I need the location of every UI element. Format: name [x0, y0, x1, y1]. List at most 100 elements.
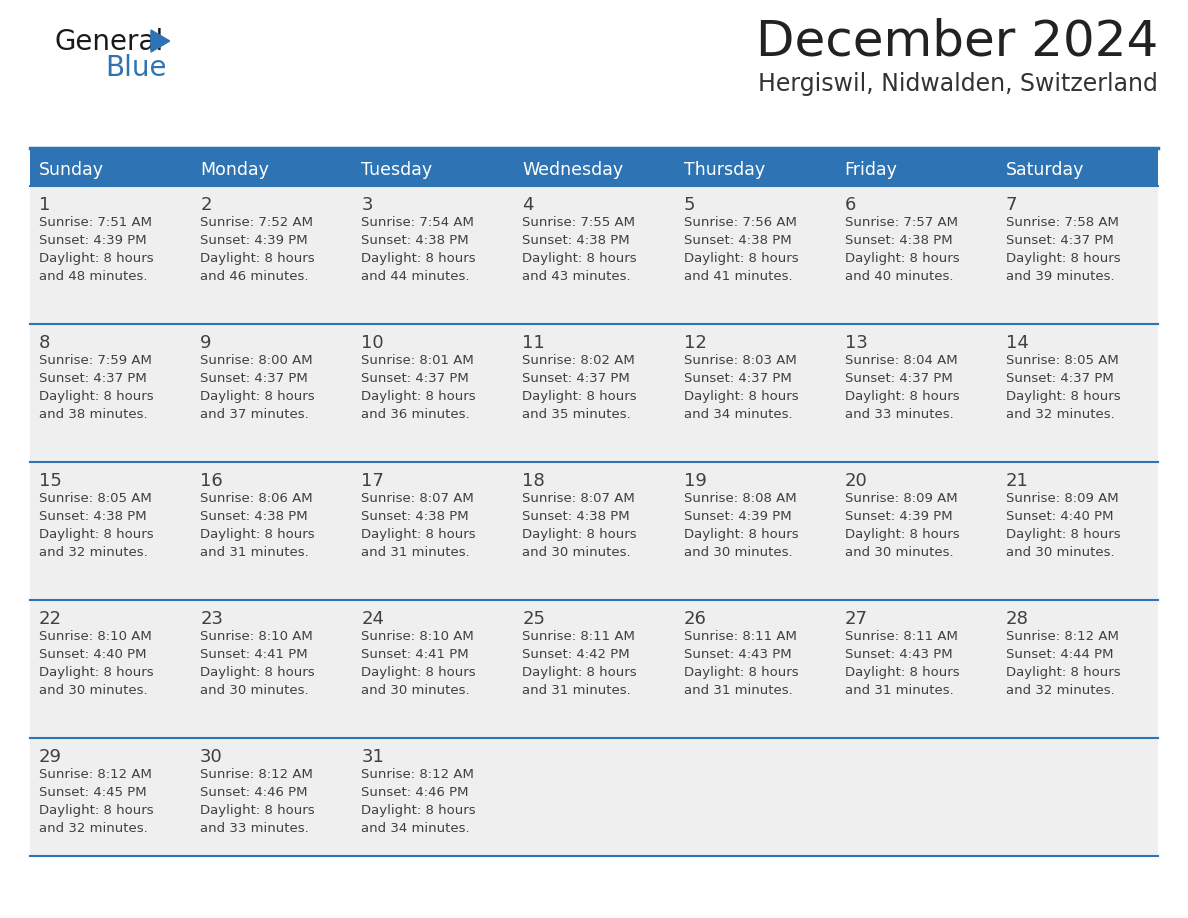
Text: and 46 minutes.: and 46 minutes.: [200, 270, 309, 283]
Text: Sunrise: 8:12 AM: Sunrise: 8:12 AM: [1006, 630, 1119, 643]
Text: Daylight: 8 hours: Daylight: 8 hours: [845, 252, 960, 265]
Text: and 31 minutes.: and 31 minutes.: [845, 684, 954, 697]
Text: Daylight: 8 hours: Daylight: 8 hours: [200, 528, 315, 541]
Text: 20: 20: [845, 472, 867, 490]
Text: Sunrise: 7:52 AM: Sunrise: 7:52 AM: [200, 216, 314, 229]
Text: Sunrise: 8:01 AM: Sunrise: 8:01 AM: [361, 354, 474, 367]
Text: Daylight: 8 hours: Daylight: 8 hours: [845, 390, 960, 403]
Text: 5: 5: [683, 196, 695, 214]
Text: 8: 8: [39, 334, 50, 352]
Text: Sunset: 4:41 PM: Sunset: 4:41 PM: [200, 648, 308, 661]
Text: and 41 minutes.: and 41 minutes.: [683, 270, 792, 283]
Text: Daylight: 8 hours: Daylight: 8 hours: [39, 252, 153, 265]
Text: Sunset: 4:37 PM: Sunset: 4:37 PM: [523, 372, 630, 385]
Text: Sunset: 4:37 PM: Sunset: 4:37 PM: [361, 372, 469, 385]
Text: Sunset: 4:37 PM: Sunset: 4:37 PM: [683, 372, 791, 385]
Text: and 40 minutes.: and 40 minutes.: [845, 270, 953, 283]
Text: Sunrise: 8:12 AM: Sunrise: 8:12 AM: [200, 768, 312, 781]
Text: Sunrise: 8:04 AM: Sunrise: 8:04 AM: [845, 354, 958, 367]
Text: Sunset: 4:37 PM: Sunset: 4:37 PM: [200, 372, 308, 385]
Text: Daylight: 8 hours: Daylight: 8 hours: [39, 666, 153, 679]
Text: Sunset: 4:38 PM: Sunset: 4:38 PM: [523, 234, 630, 247]
Text: Sunset: 4:40 PM: Sunset: 4:40 PM: [1006, 510, 1113, 523]
Text: Sunrise: 8:07 AM: Sunrise: 8:07 AM: [523, 492, 636, 505]
Text: and 32 minutes.: and 32 minutes.: [39, 822, 147, 835]
Text: Sunrise: 7:59 AM: Sunrise: 7:59 AM: [39, 354, 152, 367]
Text: Sunset: 4:39 PM: Sunset: 4:39 PM: [683, 510, 791, 523]
Text: and 32 minutes.: and 32 minutes.: [1006, 408, 1114, 421]
Text: Daylight: 8 hours: Daylight: 8 hours: [1006, 666, 1120, 679]
Text: 6: 6: [845, 196, 857, 214]
Text: Monday: Monday: [200, 161, 268, 179]
Text: and 32 minutes.: and 32 minutes.: [1006, 684, 1114, 697]
Text: and 36 minutes.: and 36 minutes.: [361, 408, 470, 421]
Text: 26: 26: [683, 610, 707, 628]
Text: Daylight: 8 hours: Daylight: 8 hours: [361, 390, 476, 403]
Text: and 30 minutes.: and 30 minutes.: [361, 684, 470, 697]
Text: Daylight: 8 hours: Daylight: 8 hours: [683, 390, 798, 403]
Text: and 30 minutes.: and 30 minutes.: [200, 684, 309, 697]
Text: Sunrise: 8:10 AM: Sunrise: 8:10 AM: [361, 630, 474, 643]
Text: and 37 minutes.: and 37 minutes.: [200, 408, 309, 421]
Text: Daylight: 8 hours: Daylight: 8 hours: [200, 252, 315, 265]
Text: Sunrise: 8:10 AM: Sunrise: 8:10 AM: [200, 630, 312, 643]
Text: Sunset: 4:46 PM: Sunset: 4:46 PM: [200, 786, 308, 799]
Text: Sunset: 4:43 PM: Sunset: 4:43 PM: [845, 648, 953, 661]
Text: Hergiswil, Nidwalden, Switzerland: Hergiswil, Nidwalden, Switzerland: [758, 72, 1158, 96]
Text: 9: 9: [200, 334, 211, 352]
Text: 19: 19: [683, 472, 707, 490]
Bar: [30, 186, 1158, 324]
Text: Sunrise: 8:11 AM: Sunrise: 8:11 AM: [523, 630, 636, 643]
Text: Daylight: 8 hours: Daylight: 8 hours: [200, 390, 315, 403]
Text: Sunrise: 8:09 AM: Sunrise: 8:09 AM: [845, 492, 958, 505]
Text: Sunset: 4:37 PM: Sunset: 4:37 PM: [845, 372, 953, 385]
Bar: [30, 462, 1158, 600]
Text: Sunrise: 8:00 AM: Sunrise: 8:00 AM: [200, 354, 312, 367]
Text: 16: 16: [200, 472, 223, 490]
Text: Sunset: 4:37 PM: Sunset: 4:37 PM: [1006, 372, 1113, 385]
Bar: [30, 148, 1158, 186]
Text: Daylight: 8 hours: Daylight: 8 hours: [1006, 252, 1120, 265]
Text: Sunset: 4:39 PM: Sunset: 4:39 PM: [39, 234, 146, 247]
Text: and 48 minutes.: and 48 minutes.: [39, 270, 147, 283]
Text: Sunrise: 8:03 AM: Sunrise: 8:03 AM: [683, 354, 796, 367]
Text: Daylight: 8 hours: Daylight: 8 hours: [361, 252, 476, 265]
Text: 13: 13: [845, 334, 867, 352]
Text: Sunrise: 7:57 AM: Sunrise: 7:57 AM: [845, 216, 958, 229]
Text: 24: 24: [361, 610, 384, 628]
Text: Sunset: 4:39 PM: Sunset: 4:39 PM: [200, 234, 308, 247]
Text: Sunday: Sunday: [39, 161, 105, 179]
Text: 10: 10: [361, 334, 384, 352]
Text: Sunrise: 8:10 AM: Sunrise: 8:10 AM: [39, 630, 152, 643]
Text: Saturday: Saturday: [1006, 161, 1085, 179]
Text: and 30 minutes.: and 30 minutes.: [523, 546, 631, 559]
Text: Daylight: 8 hours: Daylight: 8 hours: [361, 804, 476, 817]
Text: and 30 minutes.: and 30 minutes.: [683, 546, 792, 559]
Text: Sunset: 4:38 PM: Sunset: 4:38 PM: [361, 234, 469, 247]
Bar: [30, 600, 1158, 738]
Text: Daylight: 8 hours: Daylight: 8 hours: [39, 390, 153, 403]
Text: Sunrise: 8:11 AM: Sunrise: 8:11 AM: [683, 630, 796, 643]
Text: 21: 21: [1006, 472, 1029, 490]
Text: 27: 27: [845, 610, 867, 628]
Text: and 30 minutes.: and 30 minutes.: [1006, 546, 1114, 559]
Text: 18: 18: [523, 472, 545, 490]
Text: Sunset: 4:42 PM: Sunset: 4:42 PM: [523, 648, 630, 661]
Text: Daylight: 8 hours: Daylight: 8 hours: [523, 252, 637, 265]
Text: Sunrise: 8:05 AM: Sunrise: 8:05 AM: [39, 492, 152, 505]
Text: Sunrise: 7:55 AM: Sunrise: 7:55 AM: [523, 216, 636, 229]
Text: Sunrise: 7:56 AM: Sunrise: 7:56 AM: [683, 216, 796, 229]
Text: Sunset: 4:38 PM: Sunset: 4:38 PM: [39, 510, 146, 523]
Text: Sunrise: 8:11 AM: Sunrise: 8:11 AM: [845, 630, 958, 643]
Bar: [30, 324, 1158, 462]
Text: Sunset: 4:43 PM: Sunset: 4:43 PM: [683, 648, 791, 661]
Text: Sunset: 4:44 PM: Sunset: 4:44 PM: [1006, 648, 1113, 661]
Text: Friday: Friday: [845, 161, 898, 179]
Text: 23: 23: [200, 610, 223, 628]
Text: and 32 minutes.: and 32 minutes.: [39, 546, 147, 559]
Text: Daylight: 8 hours: Daylight: 8 hours: [523, 390, 637, 403]
Text: Daylight: 8 hours: Daylight: 8 hours: [1006, 528, 1120, 541]
Text: Daylight: 8 hours: Daylight: 8 hours: [683, 666, 798, 679]
Text: 12: 12: [683, 334, 707, 352]
Text: Sunset: 4:39 PM: Sunset: 4:39 PM: [845, 510, 953, 523]
